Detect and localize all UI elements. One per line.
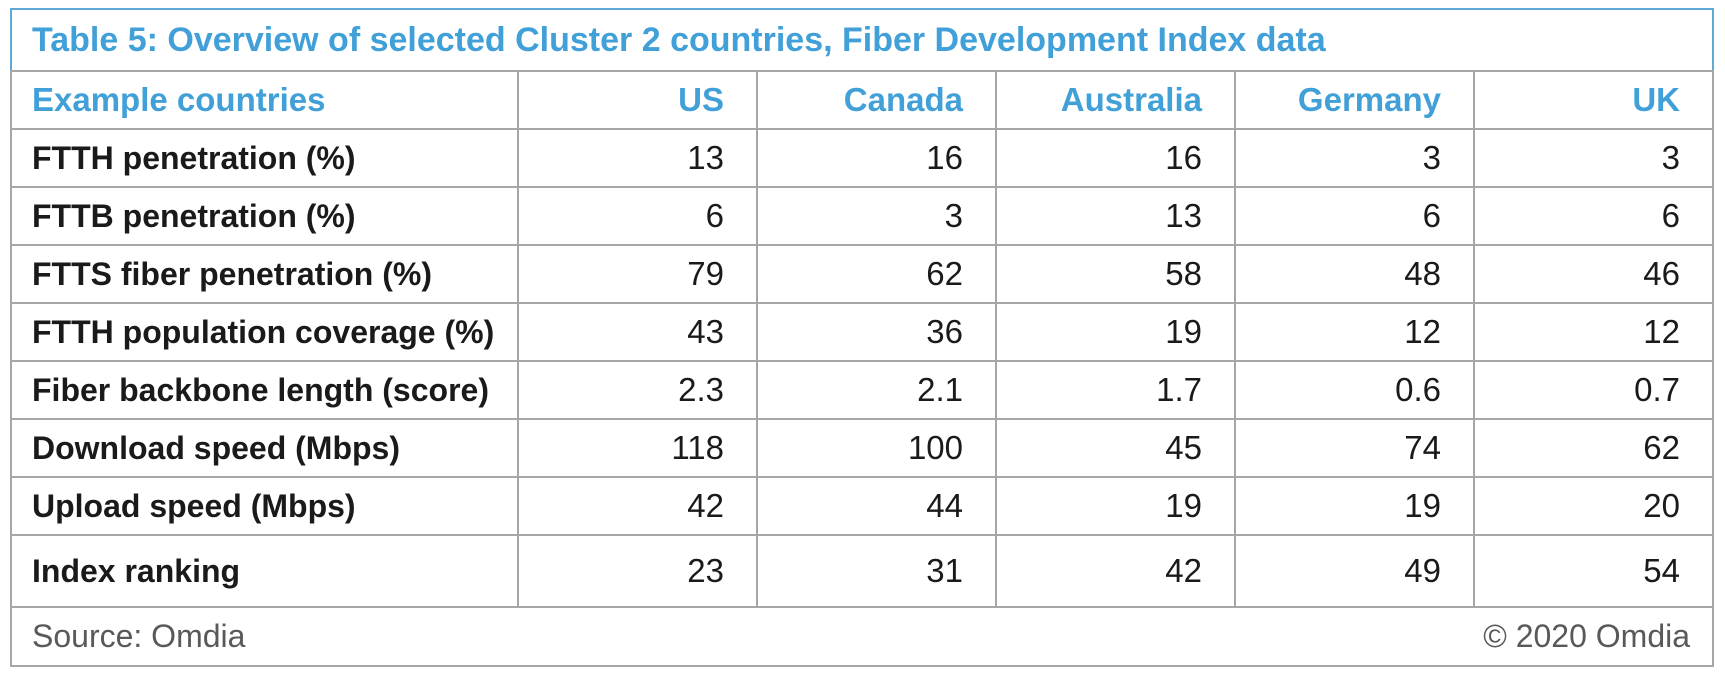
footer-cell: Source: Omdia © 2020 Omdia <box>9 606 1715 667</box>
page: Table 5: Overview of selected Cluster 2 … <box>9 8 1715 667</box>
cell-value: 1.7 <box>995 360 1236 420</box>
cell-value: 118 <box>517 418 758 478</box>
cell-value: 43 <box>517 302 758 362</box>
table-row-upload-speed: Upload speed (Mbps) 42 44 19 19 20 <box>10 476 1715 536</box>
cell-value: 36 <box>756 302 997 362</box>
cell-value: 13 <box>995 186 1236 246</box>
cell-value: 2.1 <box>756 360 997 420</box>
row-label: FTTH penetration (%) <box>10 128 519 188</box>
row-label: FTTS fiber penetration (%) <box>10 244 519 304</box>
table-row-ftth-penetration: FTTH penetration (%) 13 16 16 3 3 <box>10 128 1715 188</box>
cell-value: 16 <box>995 128 1236 188</box>
cell-value: 74 <box>1234 418 1475 478</box>
cell-value: 12 <box>1472 302 1715 362</box>
column-header-australia: Australia <box>995 70 1236 130</box>
source-note: Source: Omdia <box>32 618 246 654</box>
cell-value: 0.6 <box>1234 360 1475 420</box>
footer-row: Source: Omdia © 2020 Omdia <box>9 606 1715 667</box>
cell-value: 6 <box>1472 186 1715 246</box>
column-header-example-countries: Example countries <box>10 70 519 130</box>
row-label: Download speed (Mbps) <box>10 418 519 478</box>
table-row-ftth-population-coverage: FTTH population coverage (%) 43 36 19 12… <box>10 302 1715 362</box>
row-label: Fiber backbone length (score) <box>10 360 519 420</box>
table-row-ftts-fiber-penetration: FTTS fiber penetration (%) 79 62 58 48 4… <box>10 244 1715 304</box>
cell-value: 42 <box>995 534 1236 608</box>
cell-value: 79 <box>517 244 758 304</box>
cell-value: 19 <box>995 476 1236 536</box>
cell-value: 12 <box>1234 302 1475 362</box>
header-row: Example countries US Canada Australia Ge… <box>10 70 1715 130</box>
fiber-index-table: Table 5: Overview of selected Cluster 2 … <box>9 8 1715 667</box>
cell-value: 42 <box>517 476 758 536</box>
cell-value: 16 <box>756 128 997 188</box>
table-row-fttb-penetration: FTTB penetration (%) 6 3 13 6 6 <box>10 186 1715 246</box>
cell-value: 100 <box>756 418 997 478</box>
row-label: Index ranking <box>10 534 519 608</box>
cell-value: 19 <box>995 302 1236 362</box>
cell-value: 6 <box>517 186 758 246</box>
cell-value: 49 <box>1234 534 1475 608</box>
column-header-germany: Germany <box>1234 70 1475 130</box>
cell-value: 48 <box>1234 244 1475 304</box>
cell-value: 2.3 <box>517 360 758 420</box>
cell-value: 45 <box>995 418 1236 478</box>
table-title: Table 5: Overview of selected Cluster 2 … <box>9 8 1715 72</box>
table-row-fiber-backbone-length: Fiber backbone length (score) 2.3 2.1 1.… <box>10 360 1715 420</box>
cell-value: 58 <box>995 244 1236 304</box>
cell-value: 3 <box>756 186 997 246</box>
column-header-us: US <box>517 70 758 130</box>
cell-value: 46 <box>1472 244 1715 304</box>
table-row-index-ranking: Index ranking 23 31 42 49 54 <box>10 534 1715 608</box>
cell-value: 13 <box>517 128 758 188</box>
cell-value: 20 <box>1472 476 1715 536</box>
row-label: FTTH population coverage (%) <box>10 302 519 362</box>
cell-value: 0.7 <box>1472 360 1715 420</box>
cell-value: 54 <box>1472 534 1715 608</box>
title-row: Table 5: Overview of selected Cluster 2 … <box>9 8 1715 72</box>
cell-value: 23 <box>517 534 758 608</box>
cell-value: 3 <box>1234 128 1475 188</box>
cell-value: 6 <box>1234 186 1475 246</box>
row-label: Upload speed (Mbps) <box>10 476 519 536</box>
cell-value: 3 <box>1472 128 1715 188</box>
cell-value: 62 <box>756 244 997 304</box>
copyright-note: © 2020 Omdia <box>1483 618 1691 654</box>
cell-value: 62 <box>1472 418 1715 478</box>
cell-value: 19 <box>1234 476 1475 536</box>
cell-value: 31 <box>756 534 997 608</box>
column-header-uk: UK <box>1472 70 1715 130</box>
table-row-download-speed: Download speed (Mbps) 118 100 45 74 62 <box>10 418 1715 478</box>
row-label: FTTB penetration (%) <box>10 186 519 246</box>
column-header-canada: Canada <box>756 70 997 130</box>
cell-value: 44 <box>756 476 997 536</box>
